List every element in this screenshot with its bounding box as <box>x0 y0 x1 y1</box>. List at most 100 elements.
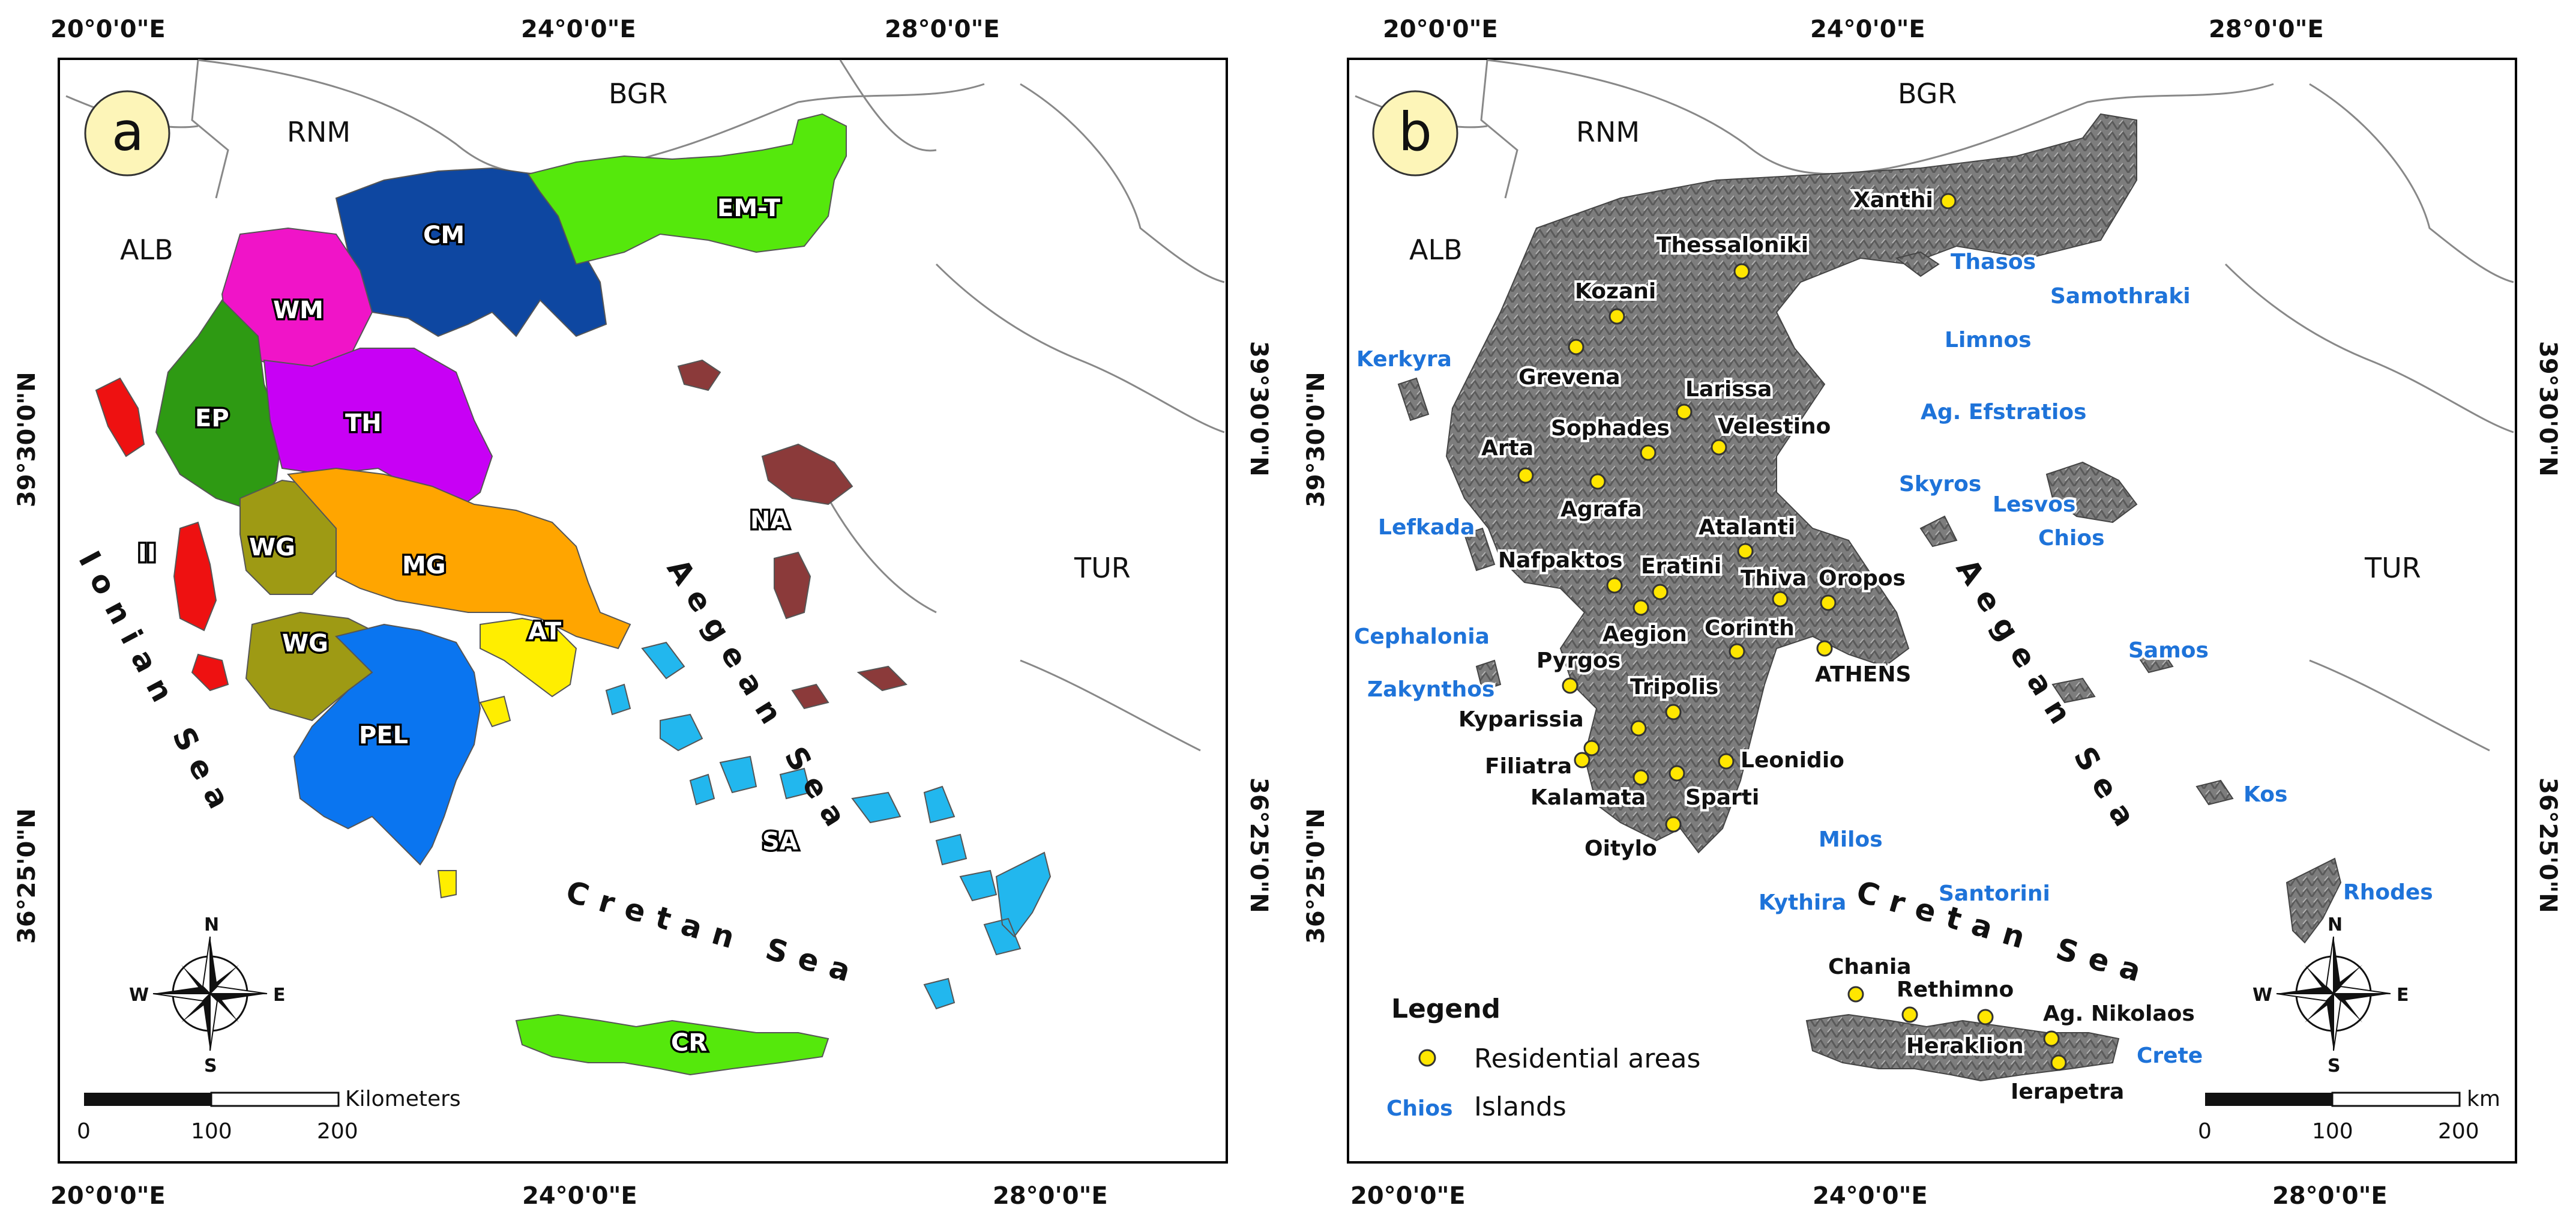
region-shape-mg <box>286 467 631 650</box>
region-label-wg-1: WG <box>249 534 295 561</box>
lat-left-b-39: 39°30'0"N <box>1302 372 1330 507</box>
city-label-chania: Chania <box>1828 955 1912 979</box>
city-label-thiva: Thiva <box>1741 566 1807 591</box>
region-label-cr: CR <box>671 1029 707 1057</box>
island-label-chios: Chios <box>2038 526 2105 551</box>
compass-b-w: W <box>2252 985 2272 1006</box>
panel-b-badge <box>1372 90 1458 177</box>
island-label-kerkyra: Kerkyra <box>1356 347 1452 372</box>
country-label-alb-b: ALB <box>1409 234 1463 266</box>
marker-tripolis <box>1665 704 1682 720</box>
scale-b-tick-0: 0 <box>2198 1119 2212 1144</box>
country-label-rnm-b: RNM <box>1576 116 1640 148</box>
island-label-limnos: Limnos <box>1945 328 2032 352</box>
country-label-tur-b: TUR <box>2364 552 2421 584</box>
country-label-alb: ALB <box>120 234 173 266</box>
lon-bottom-b-24: 24°0'0"E <box>1813 1182 1928 1210</box>
marker-corinth <box>1729 643 1745 660</box>
marker-arta <box>1517 467 1534 484</box>
scale-a-tick-100: 100 <box>191 1119 232 1144</box>
panel-a-badge <box>84 90 170 177</box>
lat-left-a-39: 39°30'0"N <box>13 372 41 507</box>
scale-a-tick-0: 0 <box>77 1119 91 1144</box>
lat-right-a-39: 39°30'0"N <box>1245 341 1272 477</box>
island-label-rhodes: Rhodes <box>2343 880 2433 905</box>
island-label-lefkada: Lefkada <box>1378 515 1475 540</box>
marker-oitylo <box>1665 816 1682 833</box>
map-panel-a: CM EM-T WM EP TH II WG MG AT WG PEL NA S… <box>58 58 1228 1164</box>
relief-landmass <box>1397 113 2342 1082</box>
city-label-thessaloniki: Thessaloniki <box>1657 233 1808 258</box>
city-label-tripolis: Tripolis <box>1630 675 1718 699</box>
marker-thiva <box>1772 591 1789 608</box>
city-label-kalamata: Kalamata <box>1530 785 1646 810</box>
marker-larissa <box>1676 403 1693 420</box>
lat-left-b-36: 36°25'0"N <box>1302 808 1330 944</box>
region-shape-at <box>479 617 577 728</box>
marker-ierapetra <box>2050 1054 2067 1071</box>
marker-velestino <box>1711 439 1727 456</box>
marker-atalanti <box>1737 543 1754 560</box>
city-label-xanthi: Xanthi <box>1853 188 1933 213</box>
island-label-lesvos: Lesvos <box>1993 492 2075 517</box>
region-label-mg: MG <box>402 552 446 579</box>
compass-e: E <box>273 985 286 1006</box>
legend-residential-label: Residential areas <box>1474 1043 1700 1074</box>
country-label-bgr-b: BGR <box>1898 77 1957 110</box>
island-label-skyros: Skyros <box>1899 472 1981 497</box>
marker-filiatra-2 <box>1574 752 1590 769</box>
legend-title: Legend <box>1391 994 1500 1024</box>
marker-rethimno <box>1901 1006 1918 1023</box>
island-label-crete: Crete <box>2137 1043 2203 1068</box>
island-label-samos: Samos <box>2128 638 2209 663</box>
city-label-sophades: Sophades <box>1551 416 1670 441</box>
scale-bar-a: Kilometers 0 100 200 <box>77 1087 461 1144</box>
lat-right-b-36: 36°25'0"N <box>2534 778 2562 913</box>
lon-bottom-a-28: 28°0'0"E <box>993 1182 1108 1210</box>
marker-kozani <box>1608 308 1625 325</box>
marker-filiatra <box>1583 740 1600 756</box>
city-label-nafpaktos: Nafpaktos <box>1498 548 1622 573</box>
region-label-em-t: EM-T <box>717 195 781 222</box>
island-label-cephalonia: Cephalonia <box>1354 624 1490 649</box>
marker-eratini <box>1652 584 1669 600</box>
city-label-grevena: Grevena <box>1518 365 1621 390</box>
region-label-wm: WM <box>273 297 324 324</box>
marker-xanthi <box>1940 193 1957 210</box>
marker-athens <box>1816 640 1833 657</box>
country-label-bgr: BGR <box>609 77 667 110</box>
city-label-rethimno: Rethimno <box>1897 977 2014 1002</box>
marker-oropos <box>1820 594 1837 611</box>
region-shape-em-t <box>527 113 847 265</box>
region-shape-ep <box>155 299 283 512</box>
panel-b-label: b <box>1398 101 1432 163</box>
marker-ag-nikolaos <box>2043 1030 2060 1047</box>
region-label-cm: CM <box>423 222 465 249</box>
marker-heraklion <box>1977 1009 1994 1025</box>
country-label-tur: TUR <box>1074 552 1131 584</box>
marker-agrafa <box>1589 473 1606 490</box>
city-label-ierapetra: Ierapetra <box>2011 1080 2124 1104</box>
city-label-arta: Arta <box>1481 436 1533 461</box>
city-label-velestino: Velestino <box>1718 414 1831 439</box>
region-shape-pel <box>293 623 481 866</box>
marker-pyrgos <box>1562 677 1578 694</box>
city-label-ag-nikolaos: Ag. Nikolaos <box>2043 1001 2195 1026</box>
island-labels: Thasos Samothraki Kerkyra Limnos Ag. Efs… <box>1352 247 2436 1071</box>
scale-bar-b: km 0 100 200 <box>2198 1087 2500 1144</box>
compass-b: N S W E <box>2252 914 2409 1077</box>
city-label-agrafa: Agrafa <box>1560 497 1642 522</box>
compass-n: N <box>204 914 219 935</box>
city-label-kyparissia: Kyparissia <box>1458 707 1584 732</box>
city-label-sparti: Sparti <box>1685 785 1759 810</box>
residential-markers <box>1517 193 2067 1071</box>
lon-bottom-b-28: 28°0'0"E <box>2272 1182 2388 1210</box>
marker-grevena <box>1568 339 1584 355</box>
marker-sophades <box>1640 444 1657 461</box>
lon-top-a-24: 24°0'0"E <box>521 16 636 43</box>
panel-a-label: a <box>112 101 144 163</box>
city-label-athens: ATHENS <box>1815 662 1911 687</box>
lat-left-a-36: 36°25'0"N <box>13 808 41 944</box>
scale-b-tick-200: 200 <box>2438 1119 2479 1144</box>
region-shape-sa <box>605 641 1052 1010</box>
